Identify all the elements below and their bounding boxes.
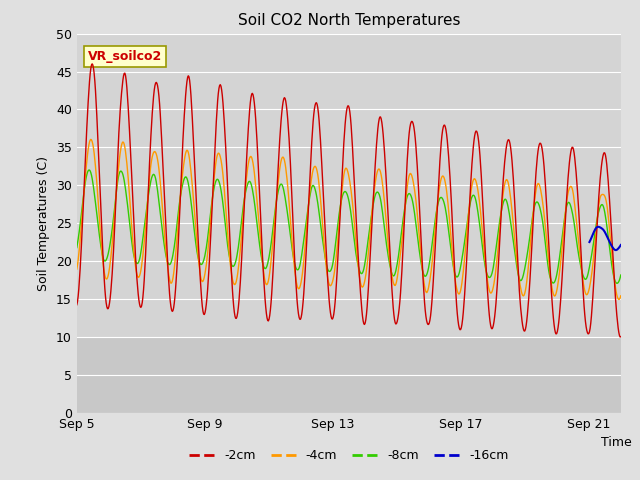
Text: VR_soilco2: VR_soilco2 bbox=[88, 50, 162, 63]
Bar bbox=[77, 337, 621, 413]
Title: Soil CO2 North Temperatures: Soil CO2 North Temperatures bbox=[237, 13, 460, 28]
X-axis label: Time: Time bbox=[601, 435, 632, 448]
Legend: -2cm, -4cm, -8cm, -16cm: -2cm, -4cm, -8cm, -16cm bbox=[184, 444, 513, 467]
Y-axis label: Soil Temperatures (C): Soil Temperatures (C) bbox=[37, 156, 51, 291]
